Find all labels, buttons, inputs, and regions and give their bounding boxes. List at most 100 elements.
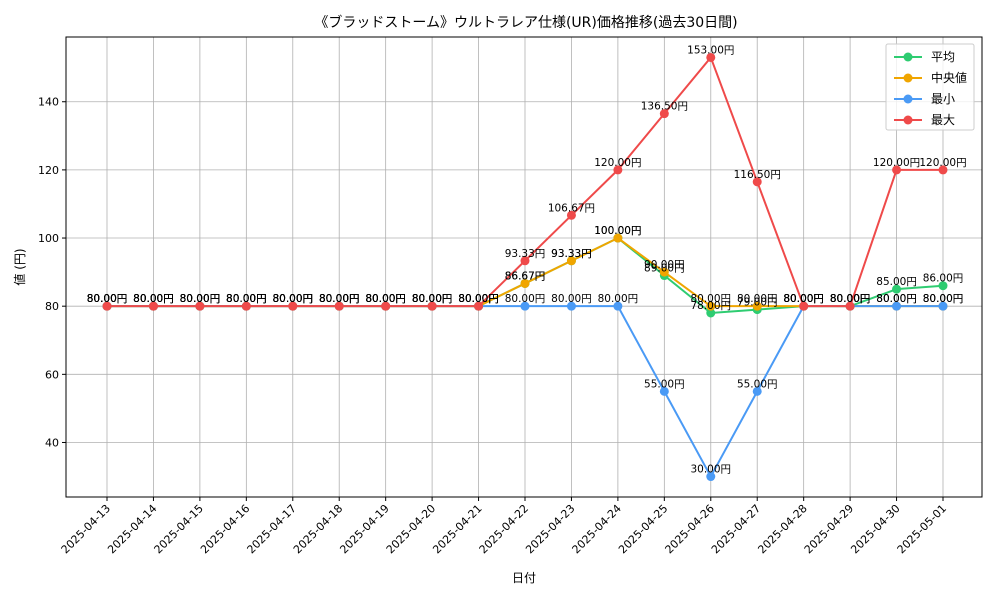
data-label: 80.00円 — [830, 293, 871, 305]
data-point — [938, 165, 948, 175]
data-label: 30.00円 — [690, 464, 731, 476]
data-label: 80.00円 — [876, 293, 917, 305]
data-point — [520, 256, 530, 266]
data-label: 55.00円 — [737, 378, 778, 390]
grid — [66, 37, 982, 497]
data-label: 80.00円 — [690, 293, 731, 305]
data-point — [520, 301, 530, 311]
data-point — [752, 386, 762, 396]
data-point — [892, 165, 902, 175]
data-label: 80.00円 — [87, 293, 128, 305]
data-label: 93.33円 — [551, 248, 592, 260]
legend-marker — [903, 52, 913, 62]
data-label: 80.00円 — [458, 293, 499, 305]
data-label: 93.33円 — [551, 248, 592, 260]
data-label: 78.00円 — [690, 300, 731, 312]
data-label: 153.00円 — [687, 44, 734, 56]
data-label: 80.00円 — [505, 293, 546, 305]
data-label: 80.00円 — [180, 293, 221, 305]
legend-item: 最小 — [894, 92, 955, 106]
data-label: 80.00円 — [783, 293, 824, 305]
series-最大 — [102, 52, 948, 311]
data-label: 80.00円 — [365, 293, 406, 305]
data-label: 80.00円 — [830, 293, 871, 305]
x-tick-label: 2025-05-01 — [895, 502, 949, 556]
data-label: 80.00円 — [180, 293, 221, 305]
data-point — [334, 301, 344, 311]
data-label: 80.00円 — [87, 293, 128, 305]
data-label: 86.67円 — [505, 270, 546, 282]
data-label: 80.00円 — [783, 293, 824, 305]
data-label: 80.00円 — [133, 293, 174, 305]
data-point — [845, 301, 855, 311]
legend-item: 中央値 — [894, 70, 967, 85]
legend-marker — [903, 73, 913, 83]
data-point — [613, 165, 623, 175]
data-label: 116.50円 — [734, 169, 781, 181]
data-point — [892, 284, 902, 294]
y-axis-label: 値 (円) — [12, 248, 27, 285]
data-label: 80.00円 — [133, 293, 174, 305]
data-label: 80.00円 — [226, 293, 267, 305]
data-label: 93.33円 — [505, 248, 546, 260]
y-tick-label: 80 — [45, 300, 59, 313]
data-point — [148, 301, 158, 311]
data-point — [102, 301, 112, 311]
data-point — [566, 256, 576, 266]
x-axis-label: 日付 — [512, 571, 536, 585]
data-label: 79.00円 — [737, 297, 778, 309]
legend-marker — [903, 94, 913, 104]
data-point — [381, 301, 391, 311]
y-tick-label: 60 — [45, 368, 59, 381]
data-label: 80.00円 — [226, 293, 267, 305]
data-label: 80.00円 — [830, 293, 871, 305]
data-label: 80.00円 — [830, 293, 871, 305]
data-label: 80.00円 — [412, 293, 453, 305]
series-group — [102, 52, 948, 482]
data-label: 89.00円 — [644, 263, 685, 275]
data-label: 106.67円 — [548, 202, 595, 214]
data-label: 80.00円 — [598, 293, 639, 305]
data-label: 86.00円 — [923, 273, 964, 285]
data-point — [938, 281, 948, 291]
y-tick-label: 120 — [38, 164, 59, 177]
legend-item: 平均 — [894, 50, 955, 64]
data-label: 80.00円 — [412, 293, 453, 305]
data-label: 80.00円 — [365, 293, 406, 305]
chart-title: 《ブラッドストーム》ウルトラレア仕様(UR)価格推移(過去30日間) — [314, 14, 737, 31]
y-tick-label: 140 — [38, 96, 59, 109]
data-point — [195, 301, 205, 311]
data-point — [938, 301, 948, 311]
data-label: 100.00円 — [594, 225, 641, 237]
data-label: 55.00円 — [644, 378, 685, 390]
data-point — [566, 210, 576, 220]
data-point — [613, 301, 623, 311]
data-label: 120.00円 — [594, 157, 641, 169]
data-label: 80.00円 — [319, 293, 360, 305]
data-point — [659, 109, 669, 119]
data-label: 80.00円 — [272, 293, 313, 305]
data-label: 80.00円 — [319, 293, 360, 305]
y-tick-label: 40 — [45, 436, 59, 449]
plot-area — [65, 36, 983, 498]
data-point — [566, 301, 576, 311]
data-label: 80.00円 — [133, 293, 174, 305]
data-point — [706, 52, 716, 62]
data-label: 80.00円 — [365, 293, 406, 305]
data-label: 80.00円 — [272, 293, 313, 305]
data-point — [892, 301, 902, 311]
data-label: 80.00円 — [923, 293, 964, 305]
legend-marker — [903, 115, 913, 125]
data-point — [706, 472, 716, 482]
data-label: 80.00円 — [412, 293, 453, 305]
data-label: 80.00円 — [458, 293, 499, 305]
data-point — [427, 301, 437, 311]
data-point — [706, 301, 716, 311]
data-label: 120.00円 — [919, 157, 966, 169]
data-point — [752, 301, 762, 311]
data-label: 100.00円 — [594, 225, 641, 237]
legend-box — [885, 43, 975, 131]
data-label: 80.00円 — [319, 293, 360, 305]
